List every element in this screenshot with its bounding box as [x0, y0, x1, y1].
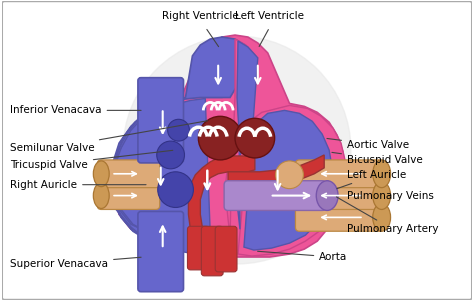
- Polygon shape: [226, 39, 345, 256]
- Ellipse shape: [93, 183, 109, 209]
- Text: Aorta: Aorta: [257, 251, 347, 262]
- Ellipse shape: [373, 182, 391, 209]
- FancyBboxPatch shape: [138, 211, 183, 292]
- Text: Right Ventricle: Right Ventricle: [162, 11, 239, 21]
- Text: Right Auricle: Right Auricle: [10, 180, 146, 190]
- Text: Pulmonary Artery: Pulmonary Artery: [337, 197, 438, 234]
- Text: Pulmonary Veins: Pulmonary Veins: [347, 191, 434, 200]
- Text: Left Ventricle: Left Ventricle: [235, 11, 304, 21]
- FancyBboxPatch shape: [201, 226, 223, 276]
- Ellipse shape: [93, 161, 109, 187]
- Text: Tricuspid Valve: Tricuspid Valve: [10, 150, 173, 170]
- FancyBboxPatch shape: [97, 160, 160, 188]
- Polygon shape: [113, 35, 345, 257]
- FancyBboxPatch shape: [215, 226, 237, 272]
- Text: Bicuspid Valve: Bicuspid Valve: [332, 152, 423, 165]
- Circle shape: [157, 141, 184, 169]
- Ellipse shape: [316, 181, 338, 210]
- Circle shape: [235, 118, 274, 158]
- Ellipse shape: [373, 160, 391, 188]
- FancyBboxPatch shape: [224, 181, 326, 210]
- Circle shape: [276, 161, 303, 189]
- Polygon shape: [237, 41, 332, 250]
- Circle shape: [158, 172, 193, 207]
- Text: Superior Venacava: Superior Venacava: [10, 257, 141, 269]
- FancyBboxPatch shape: [2, 2, 472, 299]
- Ellipse shape: [373, 203, 391, 231]
- Text: Aortic Valve: Aortic Valve: [327, 138, 409, 150]
- FancyBboxPatch shape: [138, 78, 183, 163]
- FancyBboxPatch shape: [295, 203, 383, 231]
- Polygon shape: [111, 37, 255, 239]
- Polygon shape: [113, 37, 235, 231]
- Circle shape: [168, 119, 190, 141]
- Text: Inferior Venacava: Inferior Venacava: [10, 105, 141, 115]
- Polygon shape: [228, 155, 324, 186]
- FancyBboxPatch shape: [295, 182, 383, 209]
- Polygon shape: [113, 98, 210, 254]
- Text: Left Auricle: Left Auricle: [337, 170, 406, 189]
- FancyBboxPatch shape: [187, 226, 209, 270]
- Circle shape: [123, 36, 351, 264]
- Polygon shape: [189, 156, 255, 239]
- Text: Semilunar Valve: Semilunar Valve: [10, 121, 208, 153]
- FancyBboxPatch shape: [97, 182, 160, 209]
- Circle shape: [198, 116, 242, 160]
- FancyBboxPatch shape: [295, 160, 383, 188]
